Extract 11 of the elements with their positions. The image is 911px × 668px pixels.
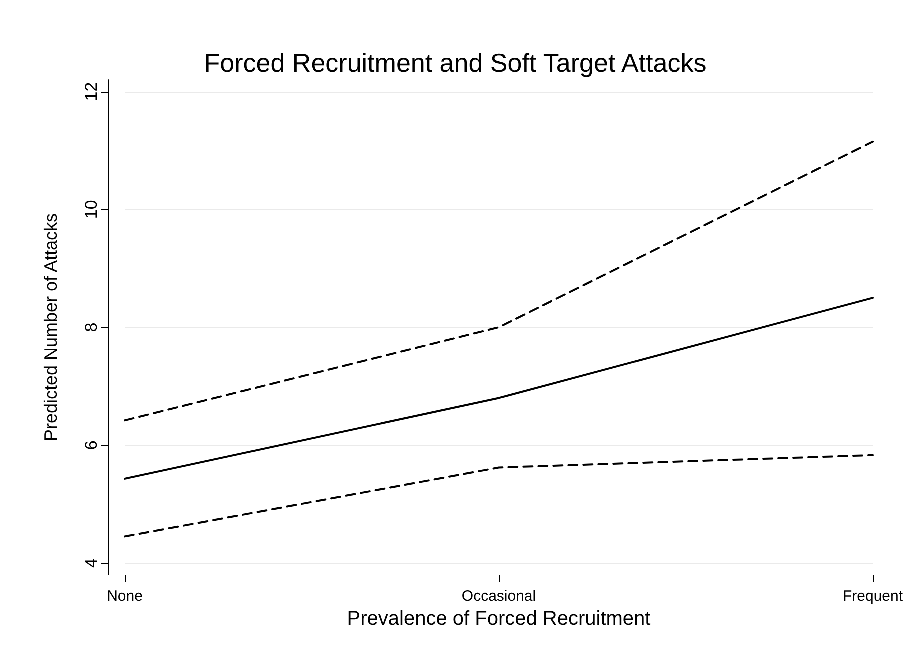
y-tick-label: 12: [82, 82, 101, 102]
y-tick-label: 8: [82, 322, 101, 332]
x-tick-label: Frequent: [842, 588, 904, 605]
x-tick-label: None: [107, 588, 143, 605]
y-tick-label: 6: [82, 440, 101, 450]
x-tick-label: Occasional: [462, 588, 536, 605]
y-axis-title: Predicted Number of Attacks: [41, 213, 61, 442]
y-tick-label: 10: [82, 200, 101, 220]
x-axis-title: Prevalence of Forced Recruitment: [347, 608, 652, 630]
y-tick-label: 4: [82, 558, 101, 568]
chart-title: Forced Recruitment and Soft Target Attacks: [204, 48, 707, 78]
